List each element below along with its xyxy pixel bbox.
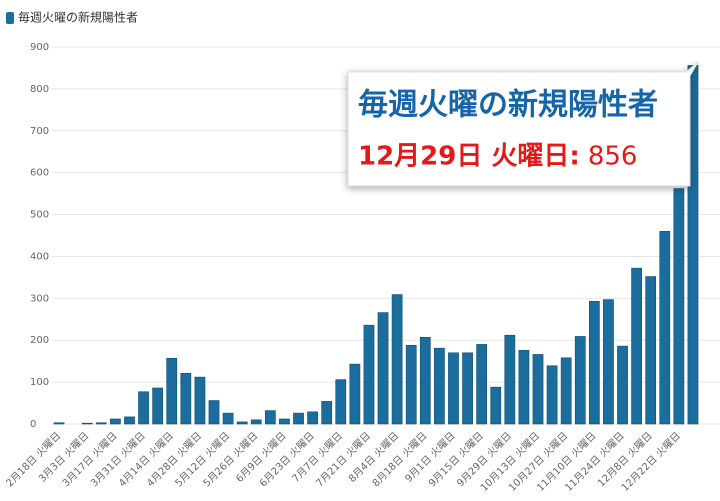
y-tick-label: 400 — [30, 251, 49, 262]
bar — [166, 357, 178, 425]
x-tick-label: 9月1日 火曜日 — [403, 430, 458, 485]
bar — [53, 422, 65, 425]
bar — [574, 336, 586, 425]
bar — [476, 344, 488, 425]
bar — [363, 324, 375, 425]
bar — [124, 416, 135, 425]
bar — [264, 410, 276, 425]
x-tick-label: 8月4日 火曜日 — [346, 430, 401, 485]
bar — [138, 391, 149, 425]
bar — [110, 418, 121, 425]
bar — [687, 65, 699, 425]
tooltip: 毎週火曜の新規陽性者 12月29日 火曜日: 856 — [347, 61, 699, 187]
bar — [419, 336, 431, 425]
bar — [236, 421, 248, 425]
legend-swatch — [6, 12, 14, 24]
bar — [434, 347, 445, 425]
tooltip-value: 856 — [588, 142, 638, 172]
bar — [321, 401, 333, 425]
bar — [293, 412, 304, 425]
bar — [673, 188, 685, 425]
x-tick-label: 6月9日 火曜日 — [234, 430, 289, 485]
bar — [349, 363, 361, 425]
bar — [448, 352, 459, 425]
tooltip-box — [347, 61, 699, 187]
x-tick-label: 7月7日 火曜日 — [290, 430, 345, 485]
bar — [631, 267, 642, 425]
tooltip-title: 毎週火曜の新規陽性者 — [358, 88, 658, 123]
bar — [560, 357, 572, 425]
y-tick-label: 600 — [30, 168, 49, 179]
y-tick-label: 100 — [30, 377, 49, 388]
y-tick-label: 200 — [30, 335, 49, 346]
bar — [81, 422, 93, 425]
bar — [279, 418, 290, 425]
bar — [335, 379, 347, 425]
bar — [95, 422, 107, 425]
x-tick-label: 3月3日 火曜日 — [36, 430, 91, 485]
y-tick-label: 300 — [30, 293, 49, 304]
bar — [532, 354, 544, 425]
bar — [250, 419, 262, 425]
bar — [588, 300, 600, 425]
y-tick-label: 700 — [30, 126, 49, 137]
legend-label[interactable]: 毎週火曜の新規陽性者 — [18, 10, 138, 25]
y-tick-label: 0 — [30, 419, 36, 430]
bar — [152, 387, 164, 425]
bar — [504, 334, 516, 425]
bar — [208, 400, 220, 425]
y-tick-label: 500 — [30, 210, 49, 221]
tooltip-label: 12月29日 火曜日: — [358, 142, 580, 172]
bar — [377, 312, 389, 425]
bar — [462, 352, 473, 425]
bar — [659, 231, 671, 425]
bar — [490, 386, 502, 425]
bar — [603, 299, 614, 425]
bar — [645, 276, 657, 425]
bar — [518, 349, 530, 425]
bar — [617, 345, 628, 425]
y-tick-label: 800 — [30, 84, 49, 95]
bar — [180, 373, 192, 425]
bar — [307, 411, 318, 425]
y-tick-label: 900 — [30, 42, 49, 53]
bar — [405, 344, 417, 425]
bar — [222, 412, 234, 425]
bar — [391, 294, 403, 425]
bar — [194, 376, 206, 425]
bar — [546, 365, 558, 425]
